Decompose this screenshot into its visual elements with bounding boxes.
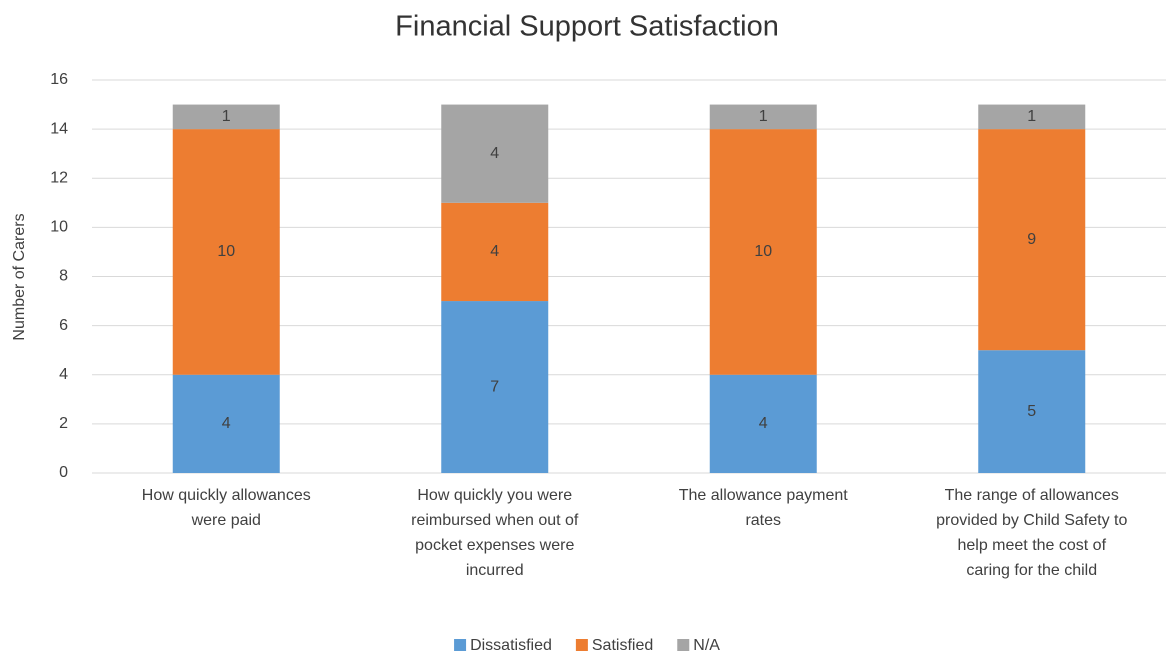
data-label: 4	[490, 243, 499, 260]
bar-segment	[978, 350, 1086, 473]
bar-segment	[709, 374, 817, 473]
chart-title: Financial Support Satisfaction	[395, 11, 779, 43]
y-tick-label: 6	[59, 317, 68, 334]
legend-swatch	[454, 639, 467, 651]
bar-segment	[978, 129, 1086, 351]
data-label: 1	[222, 108, 231, 125]
data-label: 9	[1027, 231, 1036, 248]
legend: Dissatisfied Satisfied N/A	[454, 637, 720, 654]
x-tick-label: The allowance payment rates	[679, 487, 849, 529]
bar-segment	[978, 104, 1086, 130]
legend-swatch	[677, 639, 690, 651]
legend-label: Dissatisfied	[470, 637, 552, 654]
data-label: 7	[490, 378, 499, 395]
legend-label: N/A	[693, 637, 720, 654]
y-tick-label: 4	[59, 366, 68, 383]
bar-segment	[709, 104, 817, 130]
bar-segment	[441, 202, 549, 302]
x-tick-label: How quickly you were reimbursed when out …	[411, 487, 579, 579]
y-tick-label: 0	[59, 464, 68, 481]
x-tick-label: The range of allowances provided by Child…	[936, 487, 1127, 579]
data-label: 1	[1027, 108, 1036, 125]
data-label: 4	[490, 145, 499, 162]
bar-segment	[172, 129, 280, 375]
y-tick-label: 8	[59, 268, 68, 285]
y-tick-label: 14	[50, 120, 68, 137]
y-tick-label: 2	[59, 415, 68, 432]
legend-label: Satisfied	[592, 637, 653, 654]
data-label: 10	[217, 243, 235, 260]
y-tick-label: 16	[50, 71, 68, 88]
y-tick-label: 12	[50, 169, 68, 186]
bar-segment	[172, 374, 280, 473]
bar-segment	[441, 301, 549, 473]
bar-segment	[709, 129, 817, 375]
bar-segment	[172, 104, 280, 130]
y-axis-label: Number of Carers	[11, 213, 28, 340]
data-label: 10	[754, 243, 772, 260]
data-label: 1	[759, 108, 768, 125]
data-label: 4	[222, 415, 231, 432]
y-tick-label: 10	[50, 219, 68, 236]
data-label: 5	[1027, 403, 1036, 420]
x-tick-label: How quickly allowances were paid	[142, 487, 311, 529]
data-label: 4	[759, 415, 768, 432]
legend-swatch	[575, 639, 588, 651]
bar-segment	[441, 104, 549, 203]
